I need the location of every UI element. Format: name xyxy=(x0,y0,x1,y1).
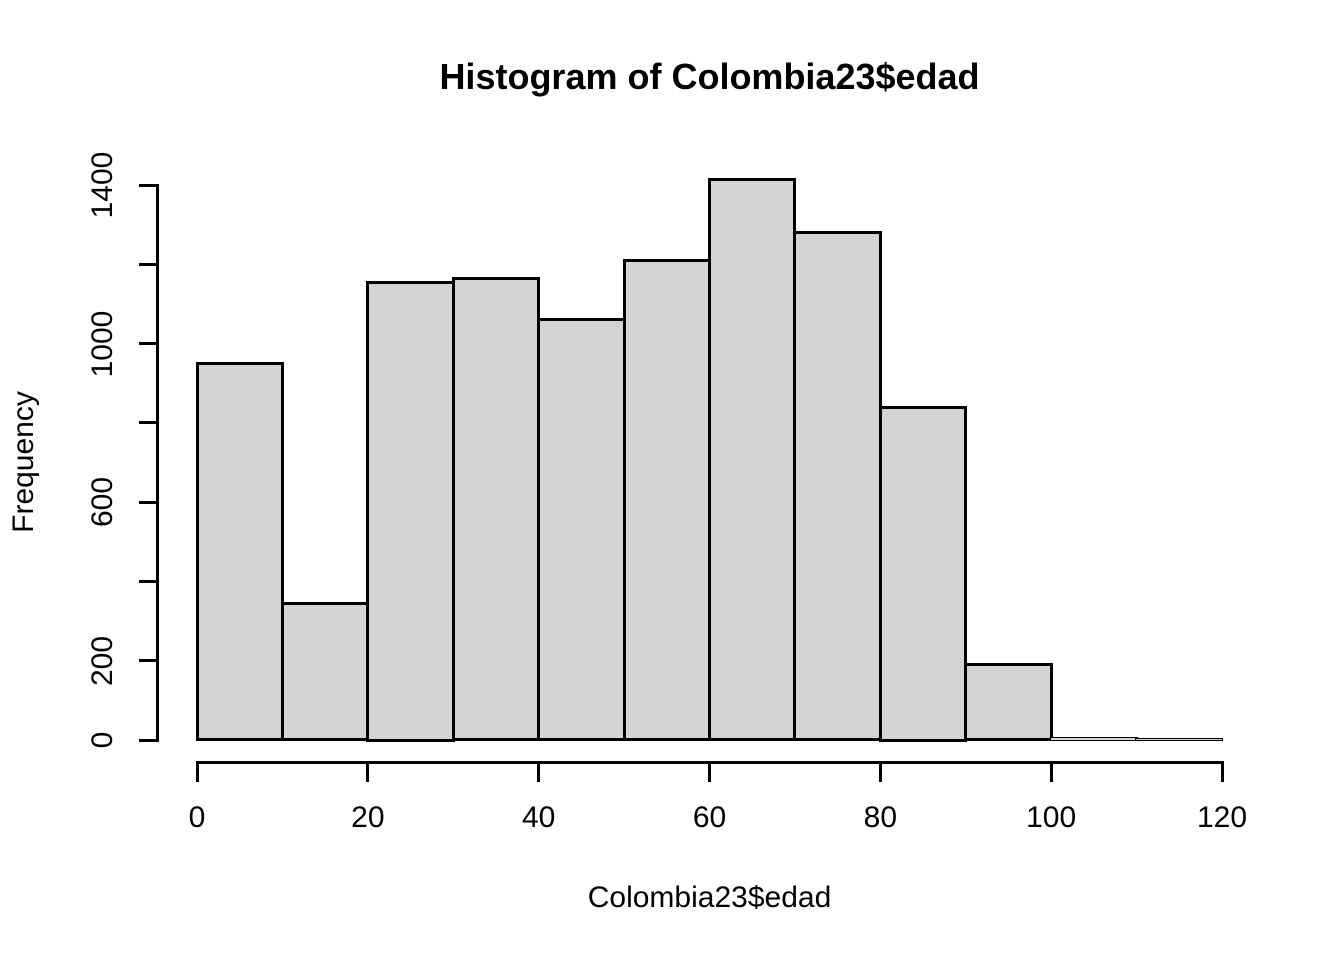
y-axis-line xyxy=(156,183,159,742)
x-axis-tick-label: 100 xyxy=(1026,801,1077,834)
chart-title: Histogram of Colombia23$edad xyxy=(439,56,980,97)
y-axis-tick xyxy=(139,500,157,504)
x-axis-tick-label: 20 xyxy=(351,801,385,834)
y-axis-tick-label: 1000 xyxy=(86,310,119,377)
x-axis-tick-label: 60 xyxy=(692,801,727,834)
x-axis-tick-label: 80 xyxy=(863,801,898,834)
y-axis-tick xyxy=(139,262,157,266)
y-axis-title: Frequency xyxy=(7,391,40,533)
histogram-bar xyxy=(878,405,968,742)
histogram-bar xyxy=(1135,737,1224,742)
y-axis-tick xyxy=(139,659,157,663)
histogram-bar xyxy=(708,177,797,742)
histogram-bar xyxy=(366,280,455,742)
y-axis-tick-label: 1400 xyxy=(86,151,119,219)
y-axis-tick-label: 0 xyxy=(86,731,119,749)
x-axis-tick xyxy=(195,760,199,782)
x-axis-tick xyxy=(537,760,541,782)
histogram-bar xyxy=(195,361,284,742)
histogram-bar xyxy=(537,318,626,742)
y-axis-tick xyxy=(139,183,157,187)
x-axis-title: Colombia23$edad xyxy=(587,881,832,914)
x-axis-tick xyxy=(878,760,882,782)
x-axis-tick-label: 120 xyxy=(1196,801,1248,834)
histogram-bar xyxy=(1049,736,1139,742)
y-axis-tick-label: 600 xyxy=(86,477,119,528)
x-axis-tick xyxy=(1220,760,1224,782)
y-axis-tick xyxy=(139,579,157,583)
x-axis-tick xyxy=(1049,760,1053,782)
histogram-bar xyxy=(280,601,370,742)
y-axis-tick xyxy=(139,738,157,742)
x-axis-tick-label: 0 xyxy=(188,801,206,834)
histogram-bar xyxy=(622,258,711,742)
y-axis-tick xyxy=(139,342,157,346)
x-axis-tick xyxy=(366,760,370,782)
histogram-bar xyxy=(451,276,541,742)
x-axis-tick-label: 40 xyxy=(521,801,556,834)
histogram-bar xyxy=(793,231,882,742)
x-axis-tick xyxy=(708,760,711,782)
histogram-bar xyxy=(964,663,1053,742)
y-axis-tick xyxy=(139,421,157,425)
y-axis-tick-label: 200 xyxy=(86,635,119,686)
